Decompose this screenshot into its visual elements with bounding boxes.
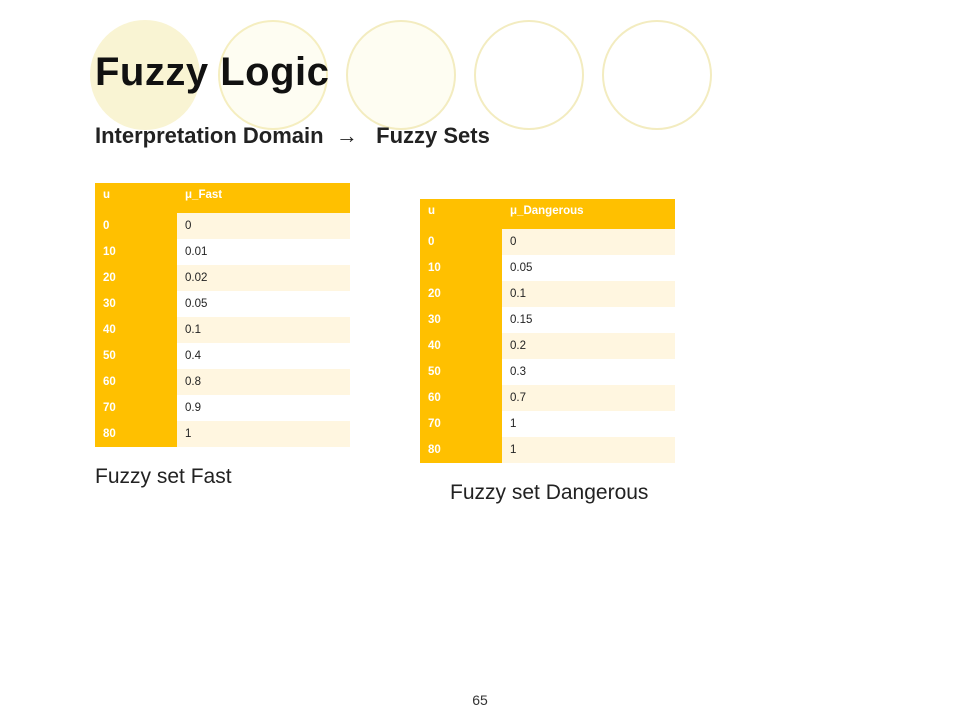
cell-u: 30 — [420, 307, 502, 333]
cell-mu: 0.05 — [177, 291, 350, 317]
cell-u: 0 — [420, 229, 502, 255]
table-row: 801 — [95, 421, 350, 447]
table-row: 400.1 — [95, 317, 350, 343]
cell-mu: 0.05 — [502, 255, 675, 281]
page-number: 65 — [0, 692, 960, 708]
subtitle-left: Interpretation Domain — [95, 123, 324, 148]
cell-mu: 0.3 — [502, 359, 675, 385]
table-row: 400.2 — [420, 333, 675, 359]
table-dangerous-header-mu: μ_Dangerous — [502, 199, 675, 229]
table-row: 200.02 — [95, 265, 350, 291]
table-fast: u μ_Fast 00100.01200.02300.05400.1500.46… — [95, 183, 350, 447]
cell-mu: 0.7 — [502, 385, 675, 411]
cell-mu: 1 — [177, 421, 350, 447]
cell-u: 70 — [95, 395, 177, 421]
cell-mu: 0 — [502, 229, 675, 255]
table-row: 300.05 — [95, 291, 350, 317]
cell-u: 60 — [95, 369, 177, 395]
cell-u: 40 — [95, 317, 177, 343]
cell-u: 20 — [420, 281, 502, 307]
table-row: 600.8 — [95, 369, 350, 395]
table-dangerous-wrap: u μ_Dangerous 00100.05200.1300.15400.250… — [420, 199, 675, 505]
table-dangerous: u μ_Dangerous 00100.05200.1300.15400.250… — [420, 199, 675, 463]
cell-u: 50 — [420, 359, 502, 385]
cell-mu: 0.2 — [502, 333, 675, 359]
slide-content: Fuzzy Logic Interpretation Domain → Fuzz… — [0, 0, 960, 505]
table-row: 600.7 — [420, 385, 675, 411]
cell-u: 0 — [95, 213, 177, 239]
table-row: 701 — [420, 411, 675, 437]
cell-mu: 0.1 — [502, 281, 675, 307]
cell-u: 50 — [95, 343, 177, 369]
slide-subtitle: Interpretation Domain → Fuzzy Sets — [95, 123, 890, 149]
table-row: 00 — [420, 229, 675, 255]
cell-mu: 1 — [502, 411, 675, 437]
table-row: 801 — [420, 437, 675, 463]
subtitle-right: Fuzzy Sets — [376, 123, 490, 148]
tables-row: u μ_Fast 00100.01200.02300.05400.1500.46… — [95, 183, 890, 505]
table-fast-body: 00100.01200.02300.05400.1500.4600.8700.9… — [95, 213, 350, 447]
table-dangerous-body: 00100.05200.1300.15400.2500.3600.7701801 — [420, 229, 675, 463]
table-dangerous-caption: Fuzzy set Dangerous — [420, 481, 675, 505]
cell-u: 30 — [95, 291, 177, 317]
table-row: 100.01 — [95, 239, 350, 265]
cell-u: 80 — [95, 421, 177, 447]
cell-u: 70 — [420, 411, 502, 437]
cell-mu: 0.8 — [177, 369, 350, 395]
cell-mu: 0.9 — [177, 395, 350, 421]
cell-mu: 1 — [502, 437, 675, 463]
cell-u: 10 — [420, 255, 502, 281]
table-fast-caption: Fuzzy set Fast — [95, 465, 350, 489]
arrow-icon: → — [336, 123, 358, 148]
table-fast-header-u: u — [95, 183, 177, 213]
table-dangerous-header-u: u — [420, 199, 502, 229]
cell-u: 60 — [420, 385, 502, 411]
cell-mu: 0.01 — [177, 239, 350, 265]
table-row: 100.05 — [420, 255, 675, 281]
table-row: 00 — [95, 213, 350, 239]
table-row: 500.4 — [95, 343, 350, 369]
table-fast-wrap: u μ_Fast 00100.01200.02300.05400.1500.46… — [95, 183, 350, 489]
cell-u: 80 — [420, 437, 502, 463]
table-row: 500.3 — [420, 359, 675, 385]
table-row: 300.15 — [420, 307, 675, 333]
table-row: 200.1 — [420, 281, 675, 307]
cell-u: 40 — [420, 333, 502, 359]
cell-mu: 0.15 — [502, 307, 675, 333]
cell-mu: 0.4 — [177, 343, 350, 369]
cell-u: 10 — [95, 239, 177, 265]
table-fast-header-mu: μ_Fast — [177, 183, 350, 213]
cell-u: 20 — [95, 265, 177, 291]
slide-title: Fuzzy Logic — [95, 50, 890, 95]
cell-mu: 0 — [177, 213, 350, 239]
cell-mu: 0.1 — [177, 317, 350, 343]
table-row: 700.9 — [95, 395, 350, 421]
cell-mu: 0.02 — [177, 265, 350, 291]
